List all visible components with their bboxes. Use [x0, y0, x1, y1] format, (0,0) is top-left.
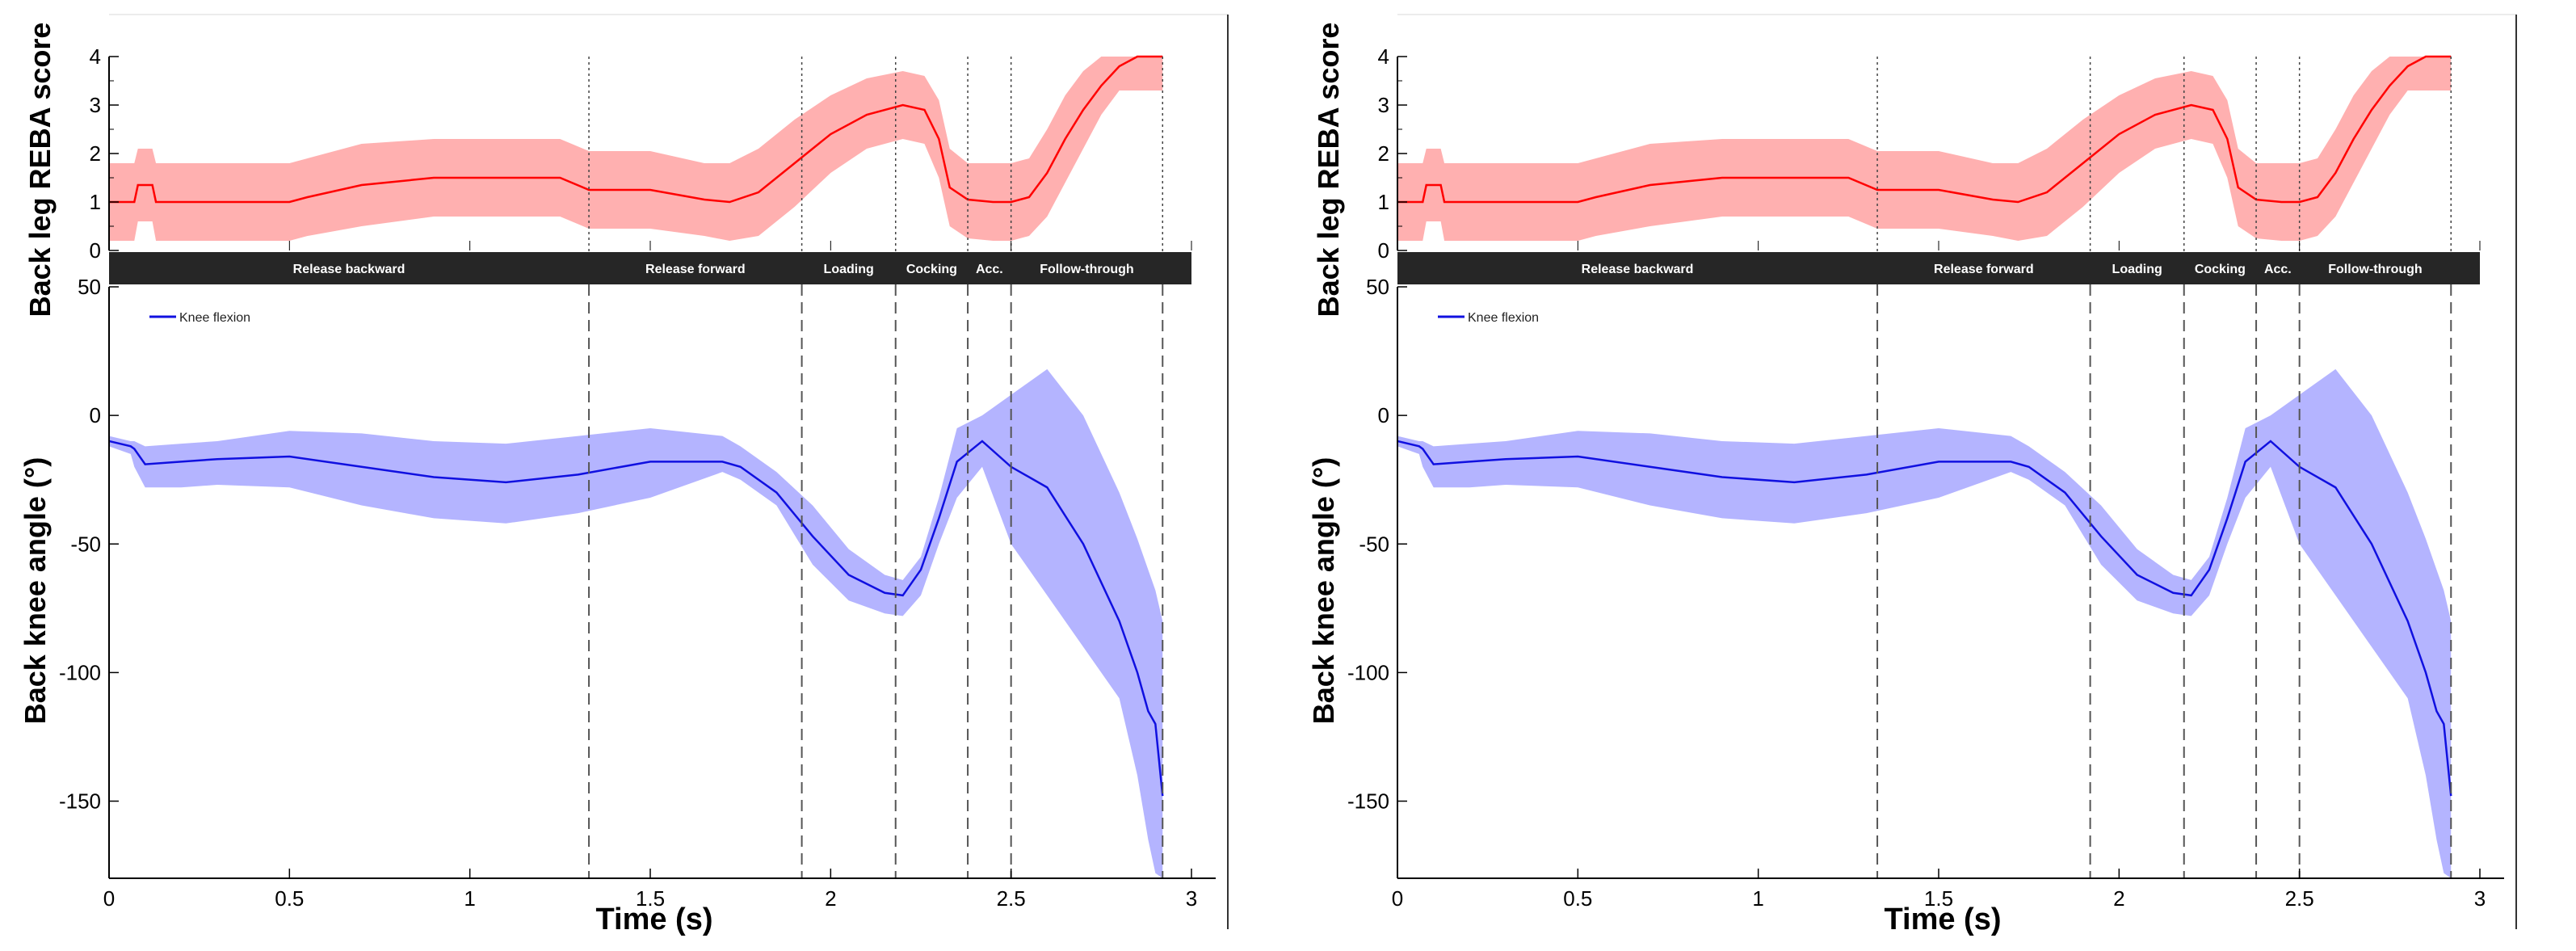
x-tick-label: 0	[103, 886, 115, 911]
knee-y-tick-label: -150	[1347, 789, 1389, 814]
knee-y-tick-label: 0	[1378, 403, 1389, 427]
x-tick-label: 1.5	[636, 886, 665, 911]
reba-y-axis-label: Back leg REBA score	[1312, 23, 1345, 318]
phase-bar	[1397, 252, 2480, 284]
knee-std-band	[1397, 368, 2452, 878]
x-tick-label: 1	[1752, 886, 1763, 911]
x-tick-label: 0	[1392, 886, 1403, 911]
phase-label: Release forward	[1934, 263, 2034, 276]
x-tick-label: 2.5	[2285, 886, 2314, 911]
knee-y-axis-label: Back knee angle (°)	[19, 457, 52, 725]
chart-right: 0 1 2 3 4 Back leg REBA score Release backward…	[1307, 14, 2517, 936]
x-tick-label: 2	[2113, 886, 2124, 911]
knee-mean-line	[1397, 440, 2452, 797]
knee-y-tick-label: 50	[78, 275, 101, 299]
x-tick-label: 0.5	[275, 886, 304, 911]
reba-y-tick-label: 4	[90, 44, 101, 69]
knee-y-tick-label: -50	[70, 532, 101, 556]
x-tick-label: 1.5	[1924, 886, 1953, 911]
phase-label: Loading	[824, 263, 874, 276]
reba-std-band	[1397, 57, 2452, 241]
phase-label: Release backward	[1582, 263, 1694, 276]
reba-y-tick-label: 4	[1378, 44, 1389, 69]
phase-label: Loading	[2112, 263, 2162, 276]
reba-y-tick-label: 3	[90, 93, 101, 117]
legend-label-knee-flexion: Knee flexion	[179, 311, 250, 325]
x-tick-label: 3	[1186, 886, 1197, 911]
knee-std-band	[109, 368, 1163, 878]
reba-y-tick-label: 2	[90, 141, 101, 166]
x-tick-label: 3	[2474, 886, 2486, 911]
chart-panel-right: 0 1 2 3 4 Back leg REBA score Release backward…	[1288, 0, 2576, 951]
reba-y-tick-label: 0	[1378, 238, 1389, 263]
phase-label: Acc.	[976, 263, 1003, 276]
reba-y-tick-label: 2	[1378, 141, 1389, 166]
reba-y-axis-label: Back leg REBA score	[23, 23, 57, 318]
x-tick-label: 1	[464, 886, 475, 911]
phase-label: Release backward	[293, 263, 406, 276]
phase-label: Cocking	[906, 263, 957, 276]
reba-mean-line	[1397, 55, 2452, 204]
phase-bar	[109, 252, 1191, 284]
reba-y-tick-label: 1	[1378, 190, 1389, 214]
knee-y-tick-label: 0	[90, 403, 101, 427]
x-tick-label: 2.5	[997, 886, 1026, 911]
reba-y-tick-label: 0	[90, 238, 101, 263]
chart-left: 0 1 2 3 4 Back leg REBA score Release backward…	[19, 14, 1229, 936]
phase-label: Release forward	[645, 263, 746, 276]
knee-y-tick-label: -100	[1347, 660, 1389, 684]
phase-label: Follow-through	[2328, 263, 2422, 276]
x-axis-label: Time (s)	[1884, 903, 2001, 936]
x-tick-label: 2	[825, 886, 836, 911]
knee-y-axis-label: Back knee angle (°)	[1307, 457, 1340, 725]
chart-panel-left: 0 1 2 3 4 Back leg REBA score Release backward…	[19, 14, 1229, 936]
reba-mean-line	[109, 55, 1163, 204]
knee-y-tick-label: -150	[59, 789, 101, 814]
x-tick-label: 0.5	[1563, 886, 1592, 911]
knee-y-tick-label: 50	[1366, 275, 1389, 299]
knee-y-tick-label: -100	[59, 660, 101, 684]
x-axis-label: Time (s)	[595, 903, 712, 936]
phase-label: Follow-through	[1040, 263, 1133, 276]
phase-label: Acc.	[2264, 263, 2292, 276]
knee-y-tick-label: -50	[1359, 532, 1389, 556]
knee-mean-line	[108, 440, 1164, 797]
legend-label-knee-flexion: Knee flexion	[1468, 311, 1539, 325]
reba-y-tick-label: 3	[1378, 93, 1389, 117]
reba-y-tick-label: 1	[90, 190, 101, 214]
reba-std-band	[109, 57, 1163, 241]
phase-label: Cocking	[2195, 263, 2246, 276]
